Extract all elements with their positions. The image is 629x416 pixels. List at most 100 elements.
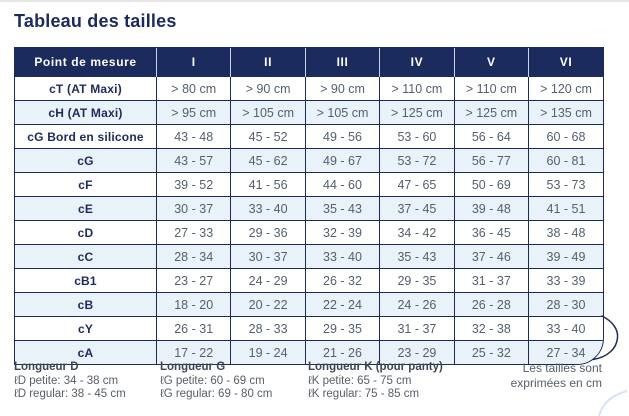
size-table-header: Point de mesure I II III IV V VI xyxy=(15,48,603,77)
header-row: Point de mesure I II III IV V VI xyxy=(15,48,603,77)
table-row: cB 18 - 20 20 - 22 22 - 24 24 - 26 26 - 28 28 … xyxy=(15,292,603,317)
cell-value: 32 - 39 xyxy=(304,220,380,245)
cell-value: 25 - 32 xyxy=(453,340,529,364)
cell-value: 56 - 77 xyxy=(453,148,529,173)
cell-value: 47 - 65 xyxy=(379,172,455,197)
row-label: cF xyxy=(15,172,157,197)
cell-value: 43 - 57 xyxy=(155,148,231,173)
cell-value: 50 - 69 xyxy=(453,172,529,197)
cell-value: > 105 cm xyxy=(230,100,306,125)
cell-value: 53 - 60 xyxy=(379,124,455,149)
unit-note-line: exprimées en cm xyxy=(510,375,602,390)
cell-value: 33 - 39 xyxy=(528,268,603,293)
cell-value: 24 - 26 xyxy=(379,292,455,317)
cell-value: 37 - 46 xyxy=(453,244,529,269)
legend-title: Longueur K (pour panty) xyxy=(308,361,443,373)
table-row: cY 26 - 31 28 - 33 29 - 35 31 - 37 32 - 38 33 … xyxy=(15,316,603,341)
row-label: cA xyxy=(15,340,157,364)
cell-value: 30 - 37 xyxy=(230,244,306,269)
table-row: cD 27 - 33 29 - 36 32 - 39 34 - 42 36 - 45 38 … xyxy=(15,220,603,245)
page-title: Tableau des tailles xyxy=(14,11,177,31)
legend-line: ℓK regular: 75 - 85 cm xyxy=(308,388,420,400)
top-divider xyxy=(0,0,629,2)
cell-value: 41 - 51 xyxy=(528,196,603,221)
cell-value: 26 - 28 xyxy=(453,292,529,317)
legend-line: ℓG regular: 69 - 80 cm xyxy=(160,388,273,400)
column-header-measure-point: Point de mesure xyxy=(15,48,157,77)
legend-line: ℓK petite: 65 - 75 cm xyxy=(308,374,412,387)
cell-value: 56 - 64 xyxy=(453,124,529,149)
cell-value: 33 - 40 xyxy=(528,316,603,341)
cell-value: 26 - 31 xyxy=(155,316,231,341)
cell-value: 53 - 73 xyxy=(528,172,603,197)
table-row: cC 28 - 34 30 - 37 33 - 40 35 - 43 37 - 46 39 … xyxy=(15,244,603,269)
cell-value: > 125 cm xyxy=(379,100,455,125)
column-header-size-I: I xyxy=(155,48,231,77)
cell-value: 35 - 43 xyxy=(379,244,455,269)
cell-value: > 80 cm xyxy=(155,76,231,101)
cell-value: 30 - 37 xyxy=(155,196,231,221)
cell-value: 20 - 22 xyxy=(230,292,306,317)
cell-value: 17 - 22 xyxy=(155,340,231,364)
cell-value: 44 - 60 xyxy=(304,172,380,197)
cell-value: 49 - 67 xyxy=(304,148,380,173)
cell-value: 38 - 48 xyxy=(528,220,603,245)
table-row: cG 43 - 57 45 - 62 49 - 67 53 - 72 56 - 77 60 … xyxy=(15,148,603,173)
row-label: cG Bord en silicone xyxy=(15,124,157,149)
cell-value: 28 - 33 xyxy=(230,316,306,341)
legend-column: Longueur K (pour panty) ℓK petite: 65 - 7… xyxy=(308,361,443,402)
cell-value: 26 - 32 xyxy=(304,268,380,293)
column-header-size-IV: IV xyxy=(379,48,455,77)
cell-value: 29 - 35 xyxy=(379,268,455,293)
cell-value: 35 - 43 xyxy=(304,196,380,221)
cell-value: 49 - 56 xyxy=(304,124,380,149)
cell-value: 60 - 81 xyxy=(528,148,603,173)
cell-value: 45 - 52 xyxy=(230,124,306,149)
cell-value: > 90 cm xyxy=(304,76,380,101)
row-label: cD xyxy=(15,220,157,245)
row-label: cE xyxy=(15,196,157,221)
cell-value: 53 - 72 xyxy=(379,148,455,173)
row-label: cY xyxy=(15,316,157,341)
table-row: cB1 23 - 27 24 - 29 26 - 32 29 - 35 31 - 37 33… xyxy=(15,268,603,293)
cell-value: > 125 cm xyxy=(453,100,529,125)
cell-value: 39 - 52 xyxy=(155,172,231,197)
table-row: cF 39 - 52 41 - 56 44 - 60 47 - 65 50 - 69 53 … xyxy=(15,172,603,197)
legend-line: ℓD petite: 34 - 38 cm xyxy=(14,374,119,387)
column-header-size-II: II xyxy=(230,48,306,77)
cell-value: 28 - 34 xyxy=(155,244,231,269)
row-label: cB1 xyxy=(15,268,157,293)
cell-value: 29 - 35 xyxy=(304,316,380,341)
cell-value: > 90 cm xyxy=(230,76,306,101)
row-label: cT (AT Maxi) xyxy=(15,76,157,101)
table-row: cE 30 - 37 33 - 40 35 - 43 37 - 45 39 - 48 41 … xyxy=(15,196,603,221)
cell-value: 31 - 37 xyxy=(453,268,529,293)
column-header-size-VI: VI xyxy=(528,48,603,77)
size-table-grid: Point de mesure I II III IV V VI cT (AT Maxi) >… xyxy=(15,48,603,364)
row-label: cG xyxy=(15,148,157,173)
cell-value: > 110 cm xyxy=(379,76,455,101)
cell-value: 22 - 24 xyxy=(304,292,380,317)
unit-note-line: Les tailles sont xyxy=(522,361,602,375)
cell-value: 36 - 45 xyxy=(453,220,529,245)
cell-value: 24 - 29 xyxy=(230,268,306,293)
table-row: cA 17 - 22 19 - 24 21 - 26 23 - 29 25 - 32 27 … xyxy=(15,340,603,364)
cell-value: 28 - 30 xyxy=(528,292,603,317)
cell-value: > 95 cm xyxy=(155,100,231,125)
cell-value: 39 - 48 xyxy=(453,196,529,221)
cell-value: 18 - 20 xyxy=(155,292,231,317)
row-label: cH (AT Maxi) xyxy=(15,100,157,125)
row-label: cC xyxy=(15,244,157,269)
legend-line: ℓG petite: 60 - 69 cm xyxy=(160,374,265,387)
table-row: cT (AT Maxi) > 80 cm > 90 cm > 90 cm > 110 c… xyxy=(15,76,603,101)
cell-value: > 110 cm xyxy=(453,76,529,101)
cell-value: 33 - 40 xyxy=(304,244,380,269)
cell-value: 45 - 62 xyxy=(230,148,306,173)
unit-note: Les tailles sont exprimées en cm xyxy=(511,361,602,390)
cell-value: 27 - 33 xyxy=(155,220,231,245)
cell-value: 60 - 68 xyxy=(528,124,603,149)
cell-value: 37 - 45 xyxy=(379,196,455,221)
